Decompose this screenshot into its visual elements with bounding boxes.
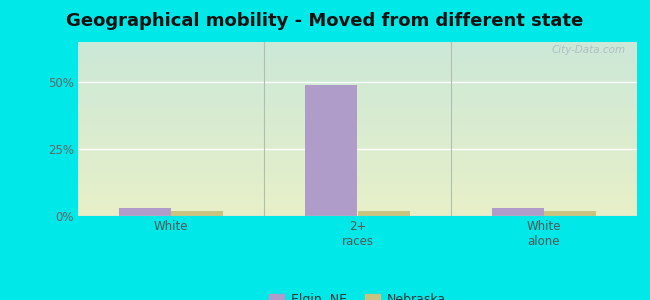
Legend: Elgin, NE, Nebraska: Elgin, NE, Nebraska	[265, 288, 450, 300]
Text: City-Data.com: City-Data.com	[552, 46, 626, 56]
Bar	[171, 211, 224, 216]
Bar	[491, 208, 544, 216]
Bar	[544, 211, 596, 216]
Bar	[306, 85, 358, 216]
Bar	[119, 208, 171, 216]
Bar	[358, 211, 410, 216]
Text: Geographical mobility - Moved from different state: Geographical mobility - Moved from diffe…	[66, 12, 584, 30]
